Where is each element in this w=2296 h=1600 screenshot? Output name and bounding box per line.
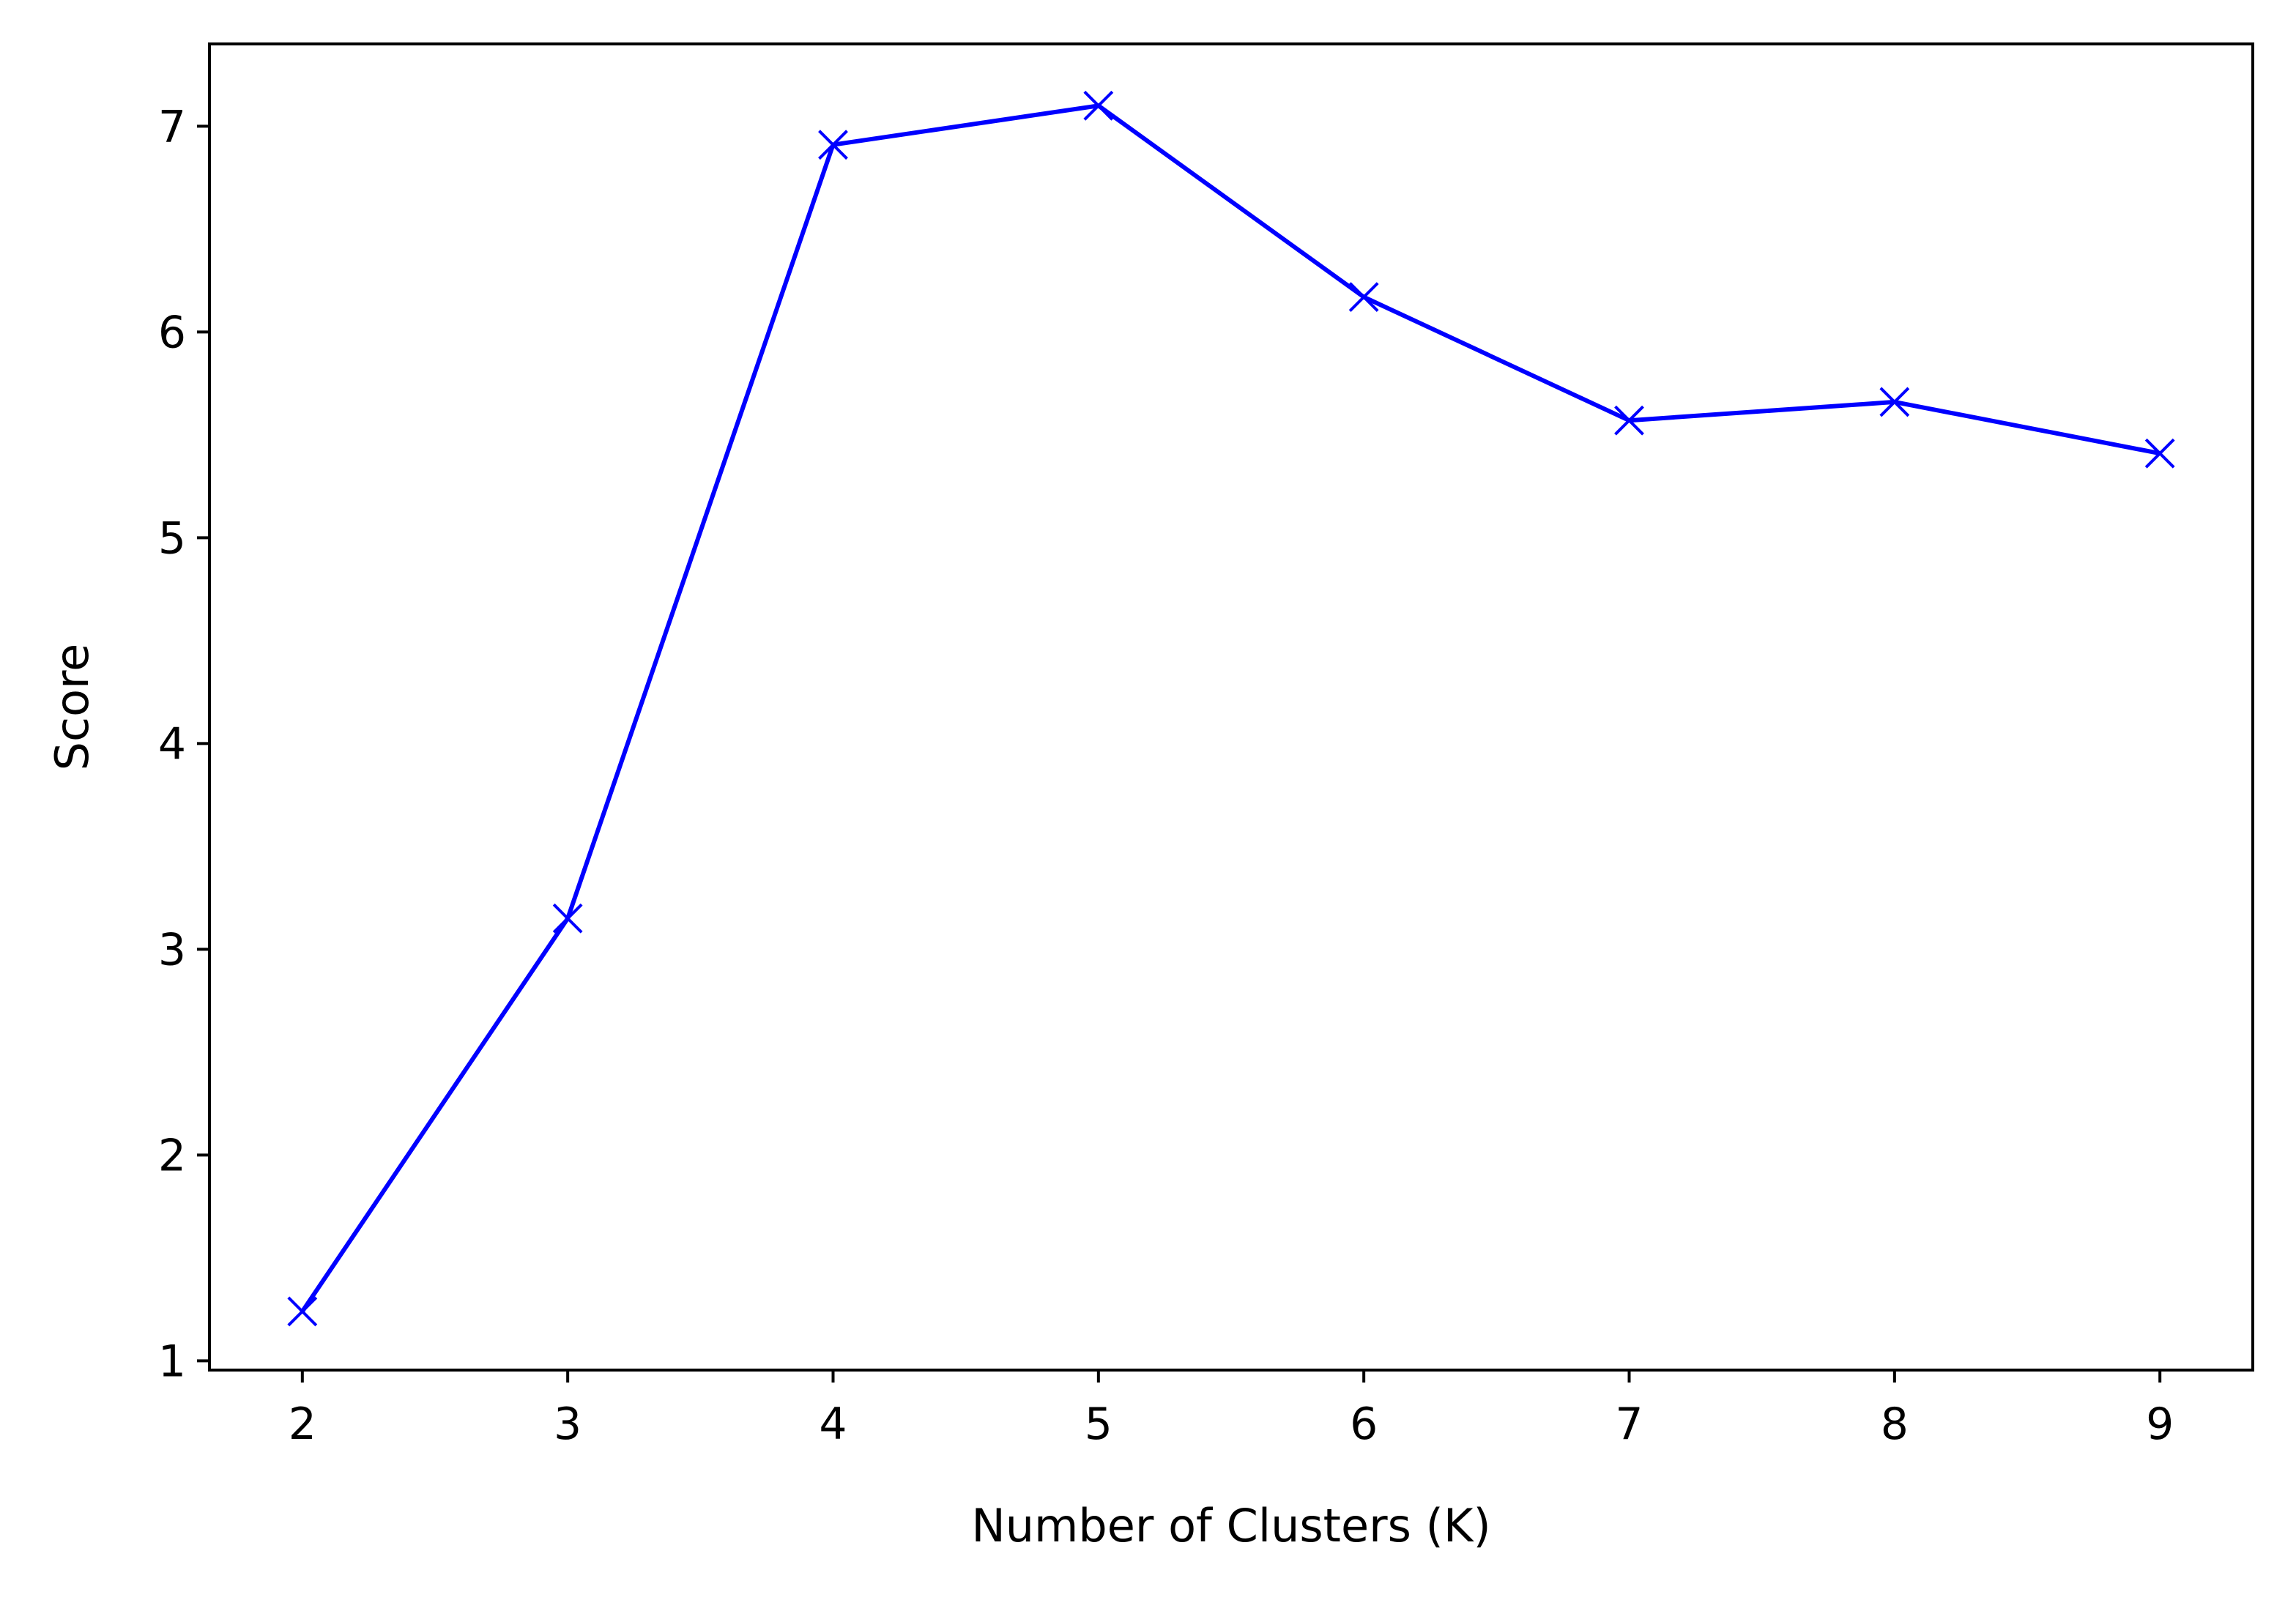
x-tick-label: 2 [289, 1399, 316, 1450]
x-tick-label: 3 [554, 1399, 582, 1450]
series-layer [287, 90, 2175, 1327]
data-point-marker [1083, 90, 1114, 121]
data-point-marker [552, 903, 583, 934]
x-tick-label: 9 [2146, 1399, 2174, 1450]
data-point-marker [1348, 282, 1379, 313]
x-tick-label: 5 [1085, 1399, 1112, 1450]
x-tick-label: 4 [819, 1399, 847, 1450]
x-axis-ticks: 2 3 4 5 6 7 8 9 [289, 1370, 2174, 1450]
y-tick-label: 4 [158, 718, 186, 770]
y-tick-label: 3 [158, 924, 186, 975]
series-line [300, 103, 2161, 1313]
data-point-marker [1879, 387, 1910, 417]
x-tick-label: 8 [1881, 1399, 1909, 1450]
data-point-marker [287, 1296, 318, 1327]
data-point-marker [2144, 438, 2175, 469]
x-tick-label: 6 [1350, 1399, 1378, 1450]
y-tick-label: 1 [158, 1336, 186, 1387]
y-axis-ticks: 1 2 3 4 5 6 7 [158, 101, 209, 1387]
x-tick-label: 7 [1615, 1399, 1643, 1450]
y-tick-label: 5 [158, 513, 186, 564]
y-tick-label: 7 [158, 101, 186, 152]
plot-area-frame [208, 42, 2254, 1372]
data-point-marker [1614, 405, 1644, 436]
x-axis-label: Number of Clusters (K) [971, 1499, 1490, 1552]
y-tick-label: 2 [158, 1130, 186, 1181]
y-tick-label: 6 [158, 307, 186, 358]
y-axis-label: Score [45, 644, 99, 771]
data-point-marker [818, 130, 848, 160]
